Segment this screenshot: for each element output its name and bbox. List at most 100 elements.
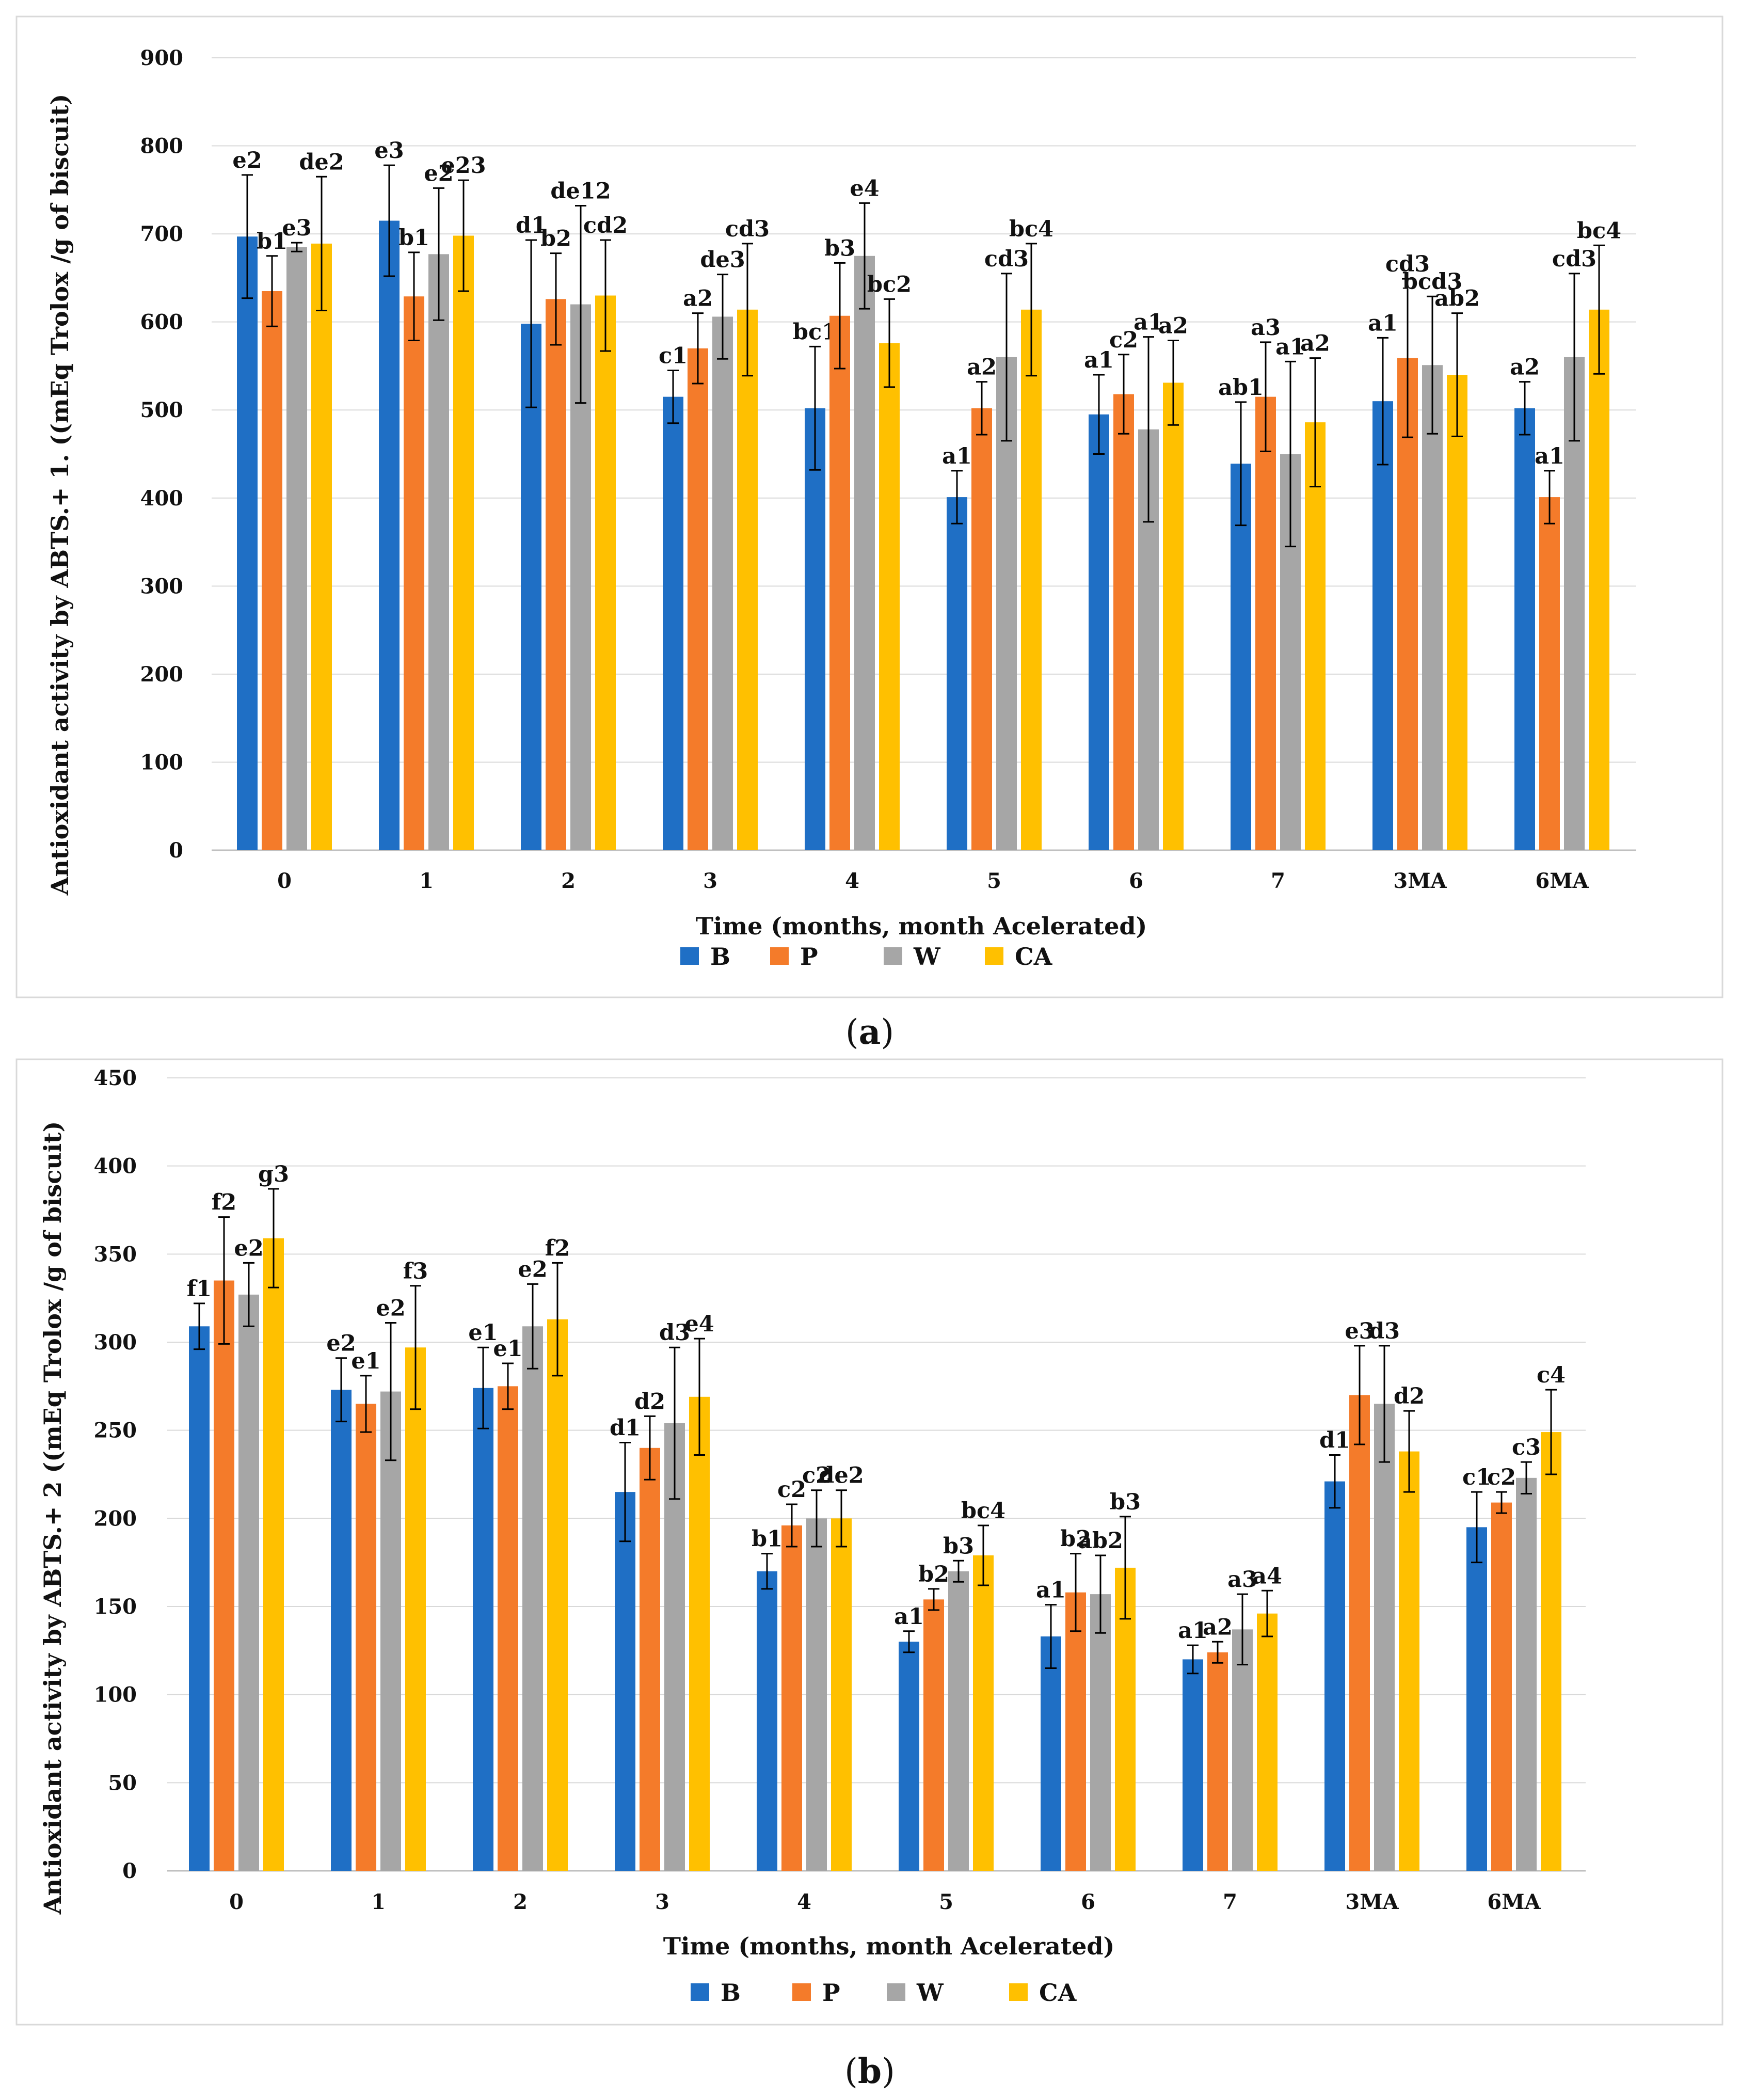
chart-b-significance-label: c1: [1462, 1465, 1491, 1490]
chart-a-significance-label: bc4: [1009, 216, 1053, 242]
chart-a-significance-label: cd2: [583, 213, 628, 238]
chart-b-y-tick-labels: 0 50 100 150 200 250 300 350 400 450: [94, 1066, 137, 1883]
chart-a-bar-ca: [1163, 383, 1184, 850]
chart-a-legend-label-p: P: [800, 943, 818, 971]
chart-b-bars: f1f2e2g3e2e1e2f3e1e1e2f2d1d2d3e4b1c2c2de…: [187, 1162, 1566, 1871]
chart-b-bar-b: [1183, 1659, 1203, 1871]
chart-a-legend-swatch-w: [884, 947, 902, 965]
chart-b-legend-label-p: P: [822, 1979, 840, 2007]
chart-a-bar-p: [688, 348, 708, 850]
chart-a-bar-p: [1539, 497, 1560, 850]
chart-a-significance-label: e4: [850, 176, 879, 201]
chart-a-bar-w: [286, 247, 307, 850]
chart-b-bar-p: [498, 1386, 518, 1871]
chart-a-significance-label: c1: [659, 343, 688, 369]
chart-a-legend-swatch-ca: [985, 947, 1003, 965]
panel-b-letter: b: [858, 2051, 882, 2091]
chart-b-significance-label: e1: [468, 1320, 498, 1346]
chart-b-bar-p: [1065, 1592, 1086, 1871]
chart-b-bar-p: [923, 1599, 944, 1871]
chart-a-bar-ca: [595, 295, 616, 850]
chart-a-significance-label: cd3: [725, 216, 770, 242]
chart-b-bar-p: [640, 1447, 660, 1871]
chart-a-significance-label: b1: [398, 225, 429, 251]
chart-b-bar-ca: [1399, 1451, 1419, 1871]
chart-b-significance-label: e2: [376, 1295, 405, 1321]
chart-a-significance-label: a1: [1275, 334, 1305, 360]
chart-a-bar-ca: [1021, 309, 1042, 851]
chart-a-bar-b: [947, 497, 967, 850]
chart-a-significance-label: d1: [516, 213, 547, 238]
chart-b-significance-label: a1: [1178, 1618, 1208, 1644]
chart-a-bar-b: [663, 396, 683, 850]
chart-b-y-tick-label: 100: [94, 1683, 137, 1707]
chart-b-bar-b: [473, 1388, 493, 1871]
chart-b-significance-label: d3: [1369, 1318, 1400, 1344]
chart-a-y-tick-label: 600: [140, 310, 184, 335]
chart-a-significance-label: a2: [683, 286, 713, 312]
chart-b-legend-swatch-ca: [1009, 1983, 1028, 2001]
chart-a-significance-label: e3: [374, 138, 404, 164]
chart-a-significance-label: e2: [232, 148, 262, 173]
chart-a-legend-swatch-p: [770, 947, 789, 965]
chart-b-bar-w: [1232, 1629, 1253, 1871]
chart-b-bar-b: [757, 1571, 777, 1871]
chart-a-bar-w: [854, 256, 875, 850]
chart-a-y-tick-label: 400: [140, 486, 184, 511]
chart-b-significance-label: e1: [351, 1348, 380, 1374]
chart-a-x-tick-label: 4: [845, 869, 859, 893]
chart-b-significance-label: e3: [1345, 1318, 1374, 1344]
chart-a-significance-label: b2: [540, 226, 571, 252]
chart-b-bar-w: [1516, 1477, 1537, 1871]
chart-a-significance-label: bc4: [1577, 218, 1621, 244]
chart-b-x-tick-label: 5: [939, 1890, 953, 1914]
chart-a-bar-b: [379, 220, 400, 850]
chart-b-significance-label: b1: [752, 1526, 783, 1552]
chart-b-x-tick-label: 1: [371, 1890, 386, 1914]
chart-a-significance-label: bcd3: [1402, 269, 1462, 295]
chart-b-bar-b: [189, 1326, 210, 1871]
chart-a-bar-p: [546, 299, 566, 850]
chart-a-bar-b: [237, 236, 258, 850]
chart-b-x-tick-label: 6MA: [1487, 1890, 1541, 1914]
chart-a-bar-p: [971, 408, 992, 850]
chart-a-bar-ca: [1305, 422, 1326, 850]
chart-b-bar-b: [615, 1492, 635, 1871]
chart-b-bar-b: [331, 1390, 352, 1871]
chart-b-significance-label: a2: [1203, 1614, 1233, 1640]
chart-a-y-tick-label: 0: [169, 838, 183, 863]
chart-b-bar-p: [781, 1525, 802, 1871]
chart-b-bar-b: [1466, 1527, 1487, 1871]
chart-a-significance-label: a2: [1158, 313, 1188, 339]
chart-a-x-tick-label: 7: [1271, 869, 1285, 893]
chart-b-significance-label: b3: [943, 1533, 974, 1559]
chart-a-bar-ca: [1447, 375, 1467, 850]
chart-a-bar-w: [428, 254, 449, 851]
chart-b-bar-ca: [263, 1238, 284, 1871]
chart-a-x-tick-label: 3: [703, 869, 717, 893]
chart-b-significance-label: b2: [1060, 1526, 1091, 1552]
chart-a-legend-swatch-b: [680, 947, 699, 965]
chart-a-bar-ca: [1589, 309, 1609, 851]
chart-a-bar-ca: [879, 343, 900, 850]
chart-a-y-tick-label: 800: [140, 134, 184, 158]
chart-a-bar-b: [1089, 414, 1109, 850]
chart-b-significance-label: f2: [212, 1190, 236, 1216]
chart-b-bar-ca: [831, 1518, 852, 1871]
chart-b-bar-ca: [973, 1555, 994, 1871]
chart-a-bar-b: [521, 324, 541, 850]
chart-b-significance-label: b2: [918, 1562, 949, 1587]
chart-b-x-tick-label: 0: [229, 1890, 244, 1914]
chart-b-significance-label: c3: [1512, 1435, 1541, 1460]
chart-b-bar-p: [1207, 1652, 1228, 1871]
chart-a-significance-label: cd3: [984, 246, 1029, 272]
chart-b-legend-swatch-w: [887, 1983, 905, 2001]
chart-b-legend-label-b: B: [721, 1979, 741, 2007]
chart-a-bar-p: [1255, 396, 1276, 850]
chart-a-x-tick-label: 6: [1129, 869, 1143, 893]
chart-a-significance-label: ab2: [1434, 286, 1480, 312]
chart-a-y-tick-label: 700: [140, 222, 184, 246]
chart-a-y-tick-label: 900: [140, 46, 184, 70]
chart-b-significance-label: ab2: [1078, 1528, 1123, 1554]
chart-a-y-axis-title: Antioxidant activity by ABTS.+ 1. ((mEq …: [46, 94, 74, 896]
